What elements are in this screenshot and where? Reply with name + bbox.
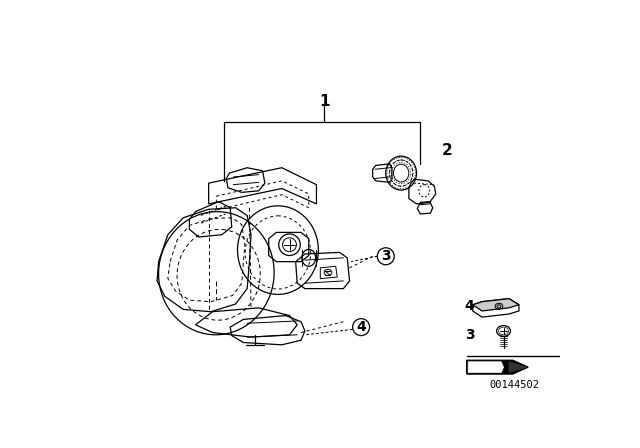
Text: 4: 4 xyxy=(465,299,474,313)
Polygon shape xyxy=(473,299,519,311)
Polygon shape xyxy=(467,360,528,374)
Text: 00144502: 00144502 xyxy=(490,380,540,390)
Ellipse shape xyxy=(378,248,394,265)
Ellipse shape xyxy=(353,319,369,336)
Polygon shape xyxy=(468,362,504,373)
Polygon shape xyxy=(509,362,527,373)
Ellipse shape xyxy=(497,326,511,336)
Text: 4: 4 xyxy=(356,320,366,334)
Text: 2: 2 xyxy=(442,142,452,158)
Text: 1: 1 xyxy=(319,94,330,109)
Text: 3: 3 xyxy=(381,249,390,263)
Text: 3: 3 xyxy=(465,328,474,342)
